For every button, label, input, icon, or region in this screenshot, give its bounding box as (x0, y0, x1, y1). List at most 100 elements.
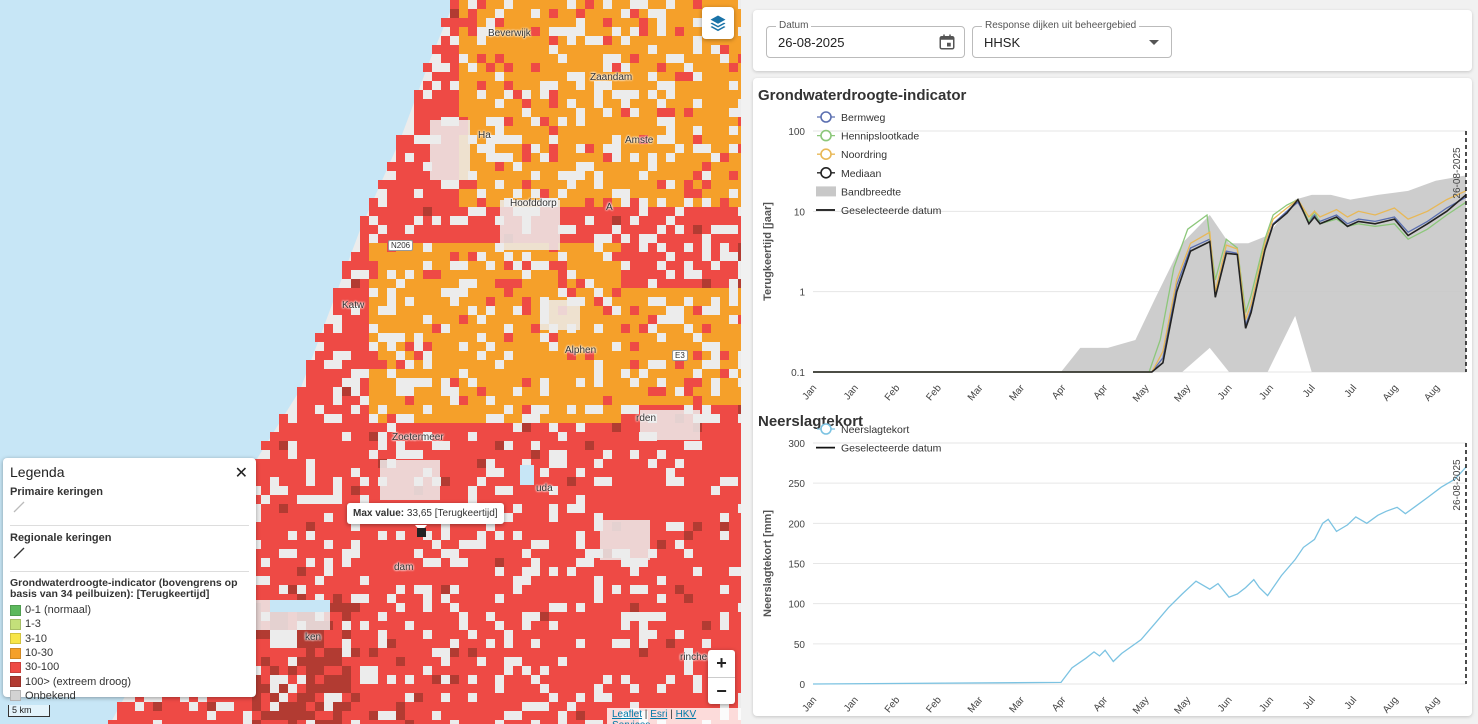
legend-item-label: 30-100 (25, 661, 60, 674)
legend-regionale-label: Regionale keringen (10, 532, 112, 544)
chart-legend-label[interactable]: Geselecteerde datum (841, 205, 942, 217)
road-n206: N206 (388, 240, 414, 251)
legend-item-label: 0-1 (normaal) (25, 604, 92, 617)
legend-marker (816, 186, 836, 197)
leaflet-link[interactable]: Leaflet (612, 709, 643, 720)
scale-bar: 5 km (8, 705, 50, 717)
y-tick-label: 0 (799, 680, 805, 691)
filter-bar: Datum 26-08-2025 Response dijken uit beh… (753, 10, 1472, 71)
y-tick-label: 250 (788, 479, 805, 490)
legend-swatch (10, 690, 21, 702)
x-tick-label: Aug (1381, 383, 1401, 404)
x-tick-label: Aug (1422, 383, 1442, 404)
calendar-icon[interactable] (938, 33, 956, 51)
legend-marker (820, 423, 832, 435)
legend-item: 30-100 (10, 660, 249, 674)
chart-legend-label[interactable]: Mediaan (841, 168, 881, 180)
series-line-bermweg (813, 196, 1467, 373)
x-tick-label: Jul (1301, 383, 1318, 400)
x-tick-label: Jun (1216, 383, 1235, 402)
legend-swatch (10, 618, 21, 630)
legend-item: 100> (extreem droog) (10, 674, 249, 688)
y-tick-label: 100 (788, 127, 805, 138)
legend-swatch (10, 661, 21, 673)
x-tick-label: Mar (966, 382, 986, 403)
attribution-separator: | (642, 709, 651, 720)
chart-legend-label[interactable]: Bandbreedte (841, 186, 901, 198)
map-view[interactable]: Beverwijk Zaandam Ha Amste Hoofddorp A Katw Alp… (0, 0, 741, 724)
dijken-value[interactable]: HHSK (984, 35, 1021, 50)
x-tick-label: Feb (883, 383, 903, 404)
x-tick-label: May (1173, 695, 1194, 716)
zoom-in-button[interactable]: + (716, 653, 727, 673)
map-tooltip: Max value: 33,65 [Terugkeertijd] (347, 503, 504, 524)
chart-legend-label[interactable]: Noordring (841, 149, 887, 161)
x-tick-label: Jul (1343, 383, 1360, 400)
x-tick-label: Jun (1257, 695, 1276, 714)
charts-card: Grondwaterdroogte-indicator Neerslagteko… (753, 78, 1472, 716)
legend-marker (820, 148, 832, 160)
primaire-line-icon (13, 501, 25, 513)
dijken-label: Response dijken uit beheergebied (982, 20, 1140, 31)
map-canvas[interactable] (0, 0, 741, 724)
map-legend: Legenda ✕ Primaire keringen Regionale ke… (3, 458, 256, 702)
date-label: Datum (776, 20, 812, 31)
x-tick-label: Jan (842, 383, 861, 402)
chart-legend-label[interactable]: Hennipslootkade (841, 131, 919, 143)
chart1-title: Grondwaterdroogte-indicator (758, 87, 967, 104)
x-tick-label: Apr (1050, 694, 1069, 714)
legend-swatch (10, 604, 21, 616)
legend-item: 0-1 (normaal) (10, 603, 249, 617)
legend-swatch (10, 647, 21, 659)
x-tick-label: Jul (1343, 695, 1360, 712)
date-picker[interactable]: Datum 26-08-2025 (766, 20, 965, 58)
legend-item-label: 3-10 (25, 632, 48, 645)
x-tick-label: Apr (1092, 694, 1111, 714)
x-tick-label: Jun (1257, 383, 1276, 402)
chart-legend-label[interactable]: Bermweg (841, 112, 886, 124)
legend-item-label: 100> (extreem droog) (25, 675, 132, 688)
x-tick-label: Jan (801, 383, 820, 402)
tooltip-value: 33,65 [Terugkeertijd] (406, 508, 498, 519)
y-tick-label: 1 (799, 288, 805, 299)
chart-legend-label[interactable]: Geselecteerde datum (841, 443, 942, 455)
legend-close-icon[interactable]: ✕ (234, 465, 248, 482)
x-tick-label: Apr (1050, 382, 1069, 402)
zoom-out-button[interactable]: − (708, 677, 735, 704)
selected-location-marker[interactable] (417, 528, 426, 537)
legend-divider (10, 571, 249, 572)
legend-item: Onbekend (10, 689, 249, 703)
legend-item-label: 10-30 (25, 647, 54, 660)
legend-divider (10, 525, 249, 526)
x-tick-label: May (1173, 383, 1194, 405)
x-tick-label: Jan (801, 695, 820, 714)
legend-item-label: 1-3 (25, 618, 41, 631)
legend-items: 0-1 (normaal) 1-3 3-10 10-30 30-100 100> (ext… (10, 603, 249, 703)
layers-button[interactable] (702, 7, 734, 39)
layers-icon (710, 15, 726, 32)
legend-marker (820, 167, 832, 179)
y-tick-label: 150 (788, 560, 805, 571)
x-tick-label: Apr (1092, 382, 1111, 402)
legend-primaire-label: Primaire keringen (10, 486, 103, 498)
dijken-select[interactable]: Response dijken uit beheergebied HHSK (972, 20, 1172, 58)
map-attribution: Leaflet | Esri | HKV Services (607, 708, 741, 724)
hkv-link[interactable]: HKV Services (612, 709, 697, 724)
road-e35: E3 (672, 350, 688, 361)
esri-link[interactable]: Esri (650, 709, 668, 720)
x-tick-label: Jan (842, 695, 861, 714)
chevron-down-icon[interactable] (1149, 40, 1159, 45)
y-tick-label: 300 (788, 439, 805, 450)
attribution-separator: | (667, 709, 676, 720)
x-tick-label: Feb (924, 695, 944, 716)
x-tick-label: Mar (966, 694, 986, 715)
chart2-title: Neerslagtekort (758, 413, 864, 430)
chart-legend-label[interactable]: Neerslagtekort (841, 424, 909, 436)
chart2: 0 50 100 150 200 250 300 Jan Jan Feb Feb Mar Mar Apr A… (762, 423, 1467, 716)
zoom-control: + − (708, 650, 735, 704)
legend-marker (820, 129, 832, 142)
x-tick-label: May (1131, 383, 1152, 405)
legend-swatch (10, 676, 21, 688)
date-value[interactable]: 26-08-2025 (778, 35, 845, 50)
legend-indicator-title: Grondwaterdroogte-indicator (bovengrens … (10, 577, 238, 600)
